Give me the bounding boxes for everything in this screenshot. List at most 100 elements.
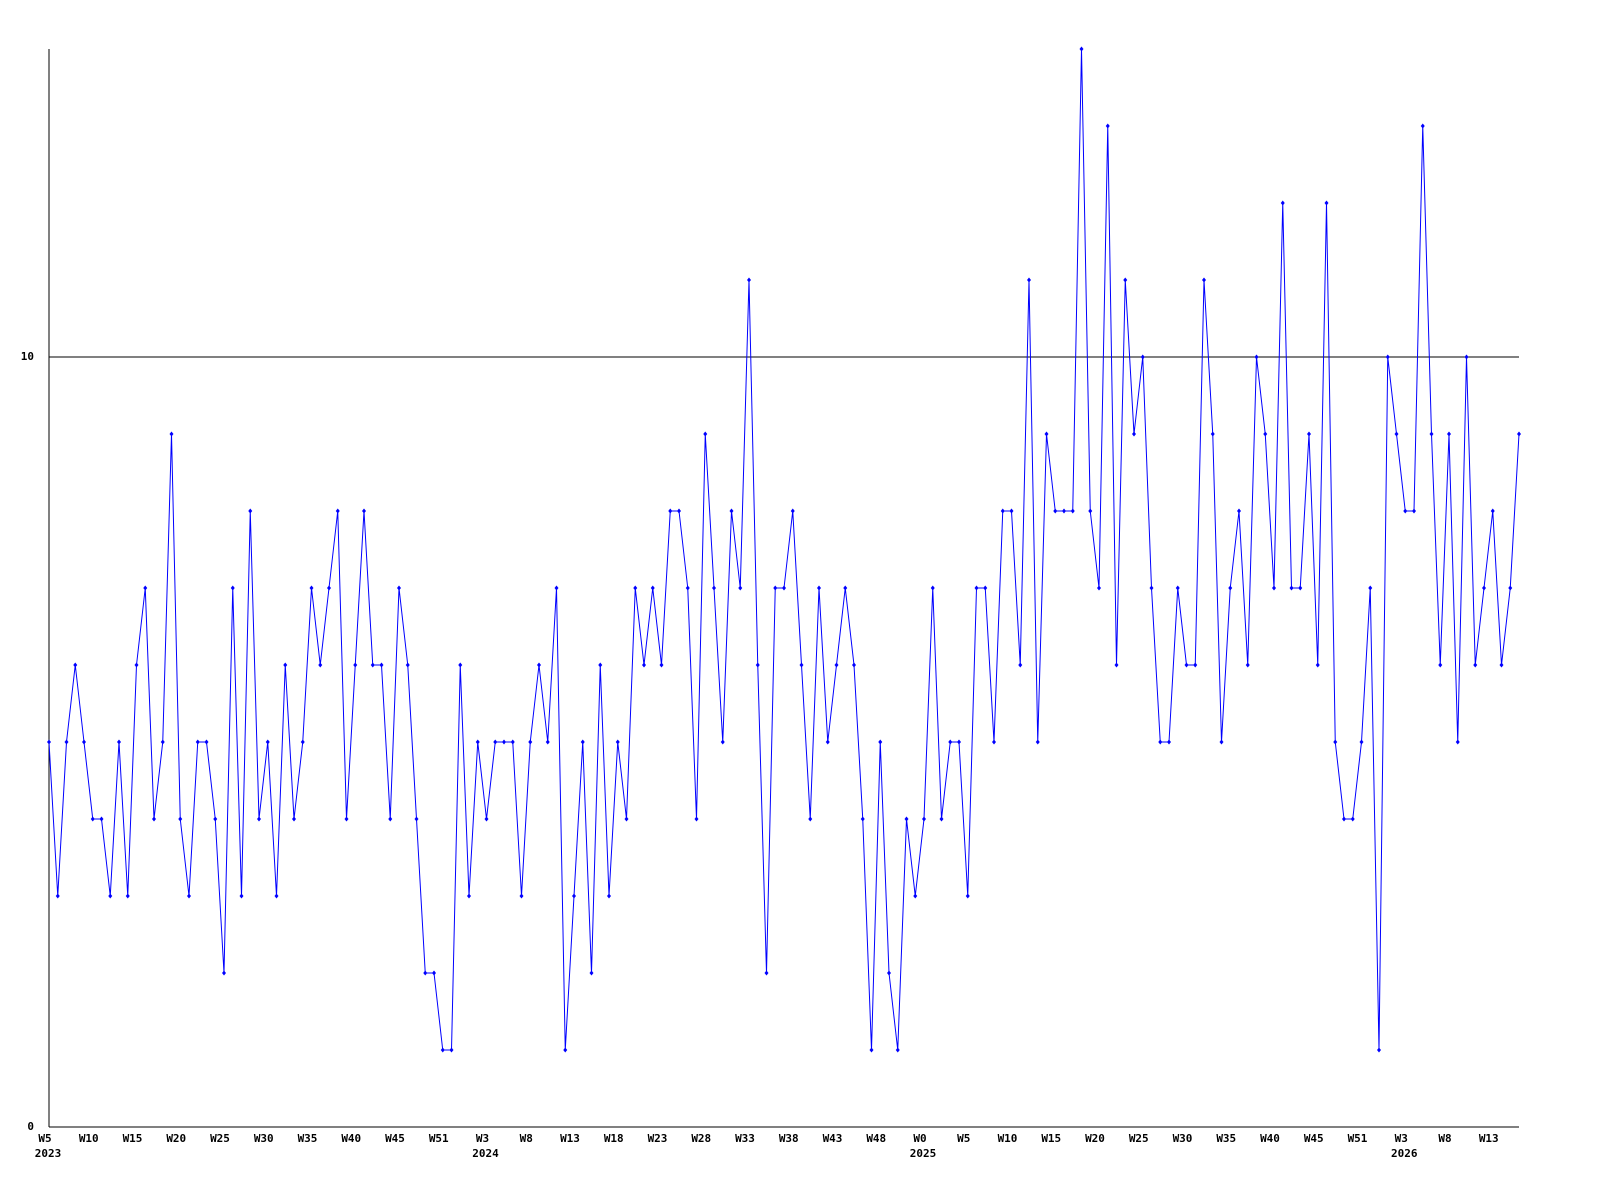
data-point bbox=[1210, 431, 1215, 437]
data-point bbox=[353, 662, 358, 668]
data-point bbox=[922, 816, 926, 822]
data-point bbox=[292, 816, 296, 822]
x-tick-label: W13 bbox=[560, 1132, 580, 1145]
data-point bbox=[222, 970, 226, 976]
data-point bbox=[712, 585, 716, 591]
x-tick-label: W3 bbox=[1395, 1132, 1408, 1145]
x-tick-label: W40 bbox=[341, 1132, 361, 1145]
y-tick-label: 10 bbox=[21, 350, 34, 363]
data-point bbox=[1464, 354, 1469, 360]
data-point bbox=[519, 893, 524, 899]
data-point bbox=[90, 816, 95, 822]
x-tick-label: W51 bbox=[429, 1132, 449, 1145]
x-tick-label: W15 bbox=[123, 1132, 143, 1145]
data-point bbox=[274, 893, 279, 899]
data-point bbox=[432, 970, 436, 976]
data-point bbox=[677, 508, 681, 514]
data-point bbox=[134, 662, 139, 668]
data-point bbox=[1018, 662, 1023, 668]
data-point bbox=[1447, 431, 1451, 437]
data-point bbox=[47, 739, 51, 745]
x-tick-label: W15 bbox=[1041, 1132, 1061, 1145]
data-point bbox=[64, 739, 69, 745]
data-point bbox=[265, 739, 270, 745]
data-point bbox=[1000, 508, 1005, 514]
data-point bbox=[502, 739, 506, 745]
data-point bbox=[957, 739, 961, 745]
data-point bbox=[388, 816, 393, 822]
data-point bbox=[73, 662, 78, 668]
data-point bbox=[213, 816, 218, 822]
data-point bbox=[887, 970, 891, 976]
data-point bbox=[1167, 739, 1171, 745]
data-point bbox=[335, 508, 340, 514]
data-point bbox=[362, 508, 366, 514]
data-point bbox=[405, 662, 410, 668]
data-point bbox=[1062, 508, 1066, 514]
data-point bbox=[510, 739, 515, 745]
data-point bbox=[344, 816, 349, 822]
data-point bbox=[1035, 739, 1040, 745]
x-tick-label: W8 bbox=[520, 1132, 533, 1145]
data-point bbox=[1237, 508, 1241, 514]
data-point bbox=[738, 585, 743, 591]
data-point bbox=[589, 970, 594, 976]
data-point bbox=[1202, 277, 1206, 283]
data-point bbox=[1079, 46, 1084, 52]
data-point bbox=[913, 893, 918, 899]
x-tick-label: W25 bbox=[1129, 1132, 1149, 1145]
x-tick-label: W40 bbox=[1260, 1132, 1280, 1145]
data-point bbox=[1193, 662, 1198, 668]
data-point bbox=[554, 585, 559, 591]
data-point bbox=[729, 508, 734, 514]
data-point bbox=[1482, 585, 1486, 591]
x-tick-label: W48 bbox=[866, 1132, 886, 1145]
data-point bbox=[484, 816, 489, 822]
data-point bbox=[195, 739, 200, 745]
data-point bbox=[99, 816, 104, 822]
data-point bbox=[1289, 585, 1294, 591]
data-point bbox=[764, 970, 769, 976]
x-tick-label: W30 bbox=[1173, 1132, 1193, 1145]
data-point bbox=[143, 585, 148, 591]
data-point bbox=[283, 662, 288, 668]
data-point bbox=[152, 816, 156, 822]
data-point bbox=[1368, 585, 1373, 591]
data-point bbox=[1280, 200, 1285, 206]
data-point bbox=[1219, 739, 1224, 745]
data-point bbox=[1490, 508, 1495, 514]
data-point bbox=[1053, 508, 1058, 514]
x-year-label: 2026 bbox=[1391, 1147, 1418, 1160]
data-point bbox=[449, 1047, 454, 1053]
x-tick-label: W45 bbox=[1304, 1132, 1324, 1145]
data-point bbox=[545, 739, 550, 745]
x-year-label: 2025 bbox=[910, 1147, 937, 1160]
data-point bbox=[1517, 431, 1521, 437]
data-point bbox=[1114, 662, 1119, 668]
data-point bbox=[1403, 508, 1408, 514]
data-point bbox=[370, 662, 375, 668]
data-point bbox=[633, 585, 638, 591]
x-tick-label: W10 bbox=[998, 1132, 1018, 1145]
data-point bbox=[799, 662, 804, 668]
data-point bbox=[834, 662, 839, 668]
x-tick-label: W10 bbox=[79, 1132, 99, 1145]
x-tick-label: W35 bbox=[298, 1132, 318, 1145]
data-point bbox=[983, 585, 988, 591]
data-point bbox=[475, 739, 480, 745]
data-point bbox=[668, 508, 673, 514]
data-point bbox=[1298, 585, 1303, 591]
data-point bbox=[694, 816, 699, 822]
data-point bbox=[843, 585, 848, 591]
data-point bbox=[904, 816, 909, 822]
data-point bbox=[178, 816, 183, 822]
data-point bbox=[1097, 585, 1101, 591]
data-point bbox=[1272, 585, 1276, 591]
data-point bbox=[817, 585, 821, 591]
data-point bbox=[1245, 662, 1250, 668]
x-tick-label: W43 bbox=[823, 1132, 843, 1145]
data-point bbox=[965, 893, 970, 899]
x-tick-label: W20 bbox=[166, 1132, 186, 1145]
y-tick-label: 0 bbox=[27, 1120, 34, 1133]
